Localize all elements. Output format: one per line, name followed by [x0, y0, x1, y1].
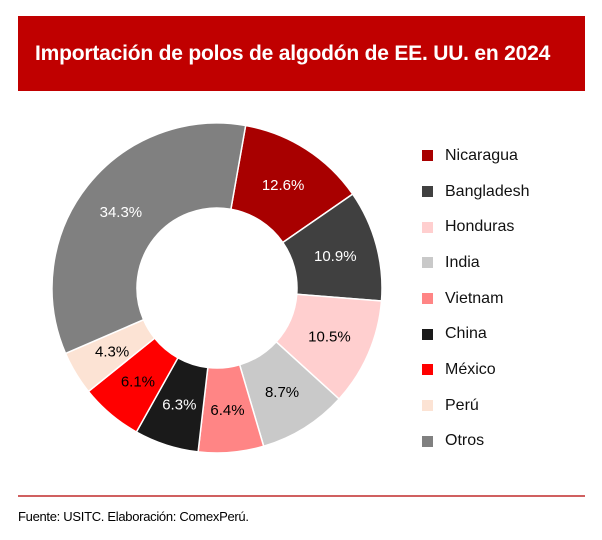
- legend-label: Perú: [445, 396, 479, 414]
- legend-swatch: [422, 400, 433, 412]
- legend-item: India: [422, 245, 530, 281]
- source-note: Fuente: USITC. Elaboración: ComexPerú.: [18, 509, 249, 524]
- legend-item: Vietnam: [422, 281, 530, 317]
- legend-swatch: [422, 328, 433, 340]
- legend-swatch: [422, 435, 433, 447]
- data-label: 6.1%: [121, 374, 155, 391]
- data-label: 10.9%: [314, 248, 357, 265]
- data-label: 4.3%: [95, 343, 129, 360]
- legend-label: China: [445, 325, 487, 343]
- legend-label: Nicaragua: [445, 146, 518, 164]
- data-label: 12.6%: [262, 177, 305, 194]
- legend-swatch: [422, 221, 433, 233]
- legend-item: México: [422, 352, 530, 388]
- legend-swatch: [422, 186, 433, 198]
- legend-item: Honduras: [422, 209, 530, 245]
- legend-label: México: [445, 360, 496, 378]
- legend-label: Bangladesh: [445, 182, 530, 200]
- legend-swatch: [422, 293, 433, 305]
- data-label: 6.4%: [210, 402, 244, 419]
- chart-title: Importación de polos de algodón de EE. U…: [35, 41, 551, 65]
- legend-swatch: [422, 257, 433, 269]
- legend-label: India: [445, 253, 480, 271]
- footer-divider: [18, 495, 585, 497]
- legend-swatch: [422, 150, 433, 162]
- chart-legend: Nicaragua Bangladesh Honduras India Vietnam C…: [422, 138, 530, 459]
- data-label: 6.3%: [162, 397, 196, 414]
- donut-slice-otros: [51, 122, 247, 355]
- data-label: 8.7%: [265, 384, 299, 401]
- data-label: 10.5%: [308, 329, 351, 346]
- legend-swatch: [422, 364, 433, 376]
- legend-label: Honduras: [445, 218, 515, 236]
- legend-item: Bangladesh: [422, 174, 530, 210]
- chart-title-bar: Importación de polos de algodón de EE. U…: [18, 16, 585, 91]
- legend-label: Vietnam: [445, 289, 504, 307]
- legend-item: Nicaragua: [422, 138, 530, 174]
- legend-item: Otros: [422, 424, 530, 460]
- data-label: 34.3%: [100, 204, 143, 221]
- legend-label: Otros: [445, 432, 485, 450]
- legend-item: China: [422, 316, 530, 352]
- legend-item: Perú: [422, 388, 530, 424]
